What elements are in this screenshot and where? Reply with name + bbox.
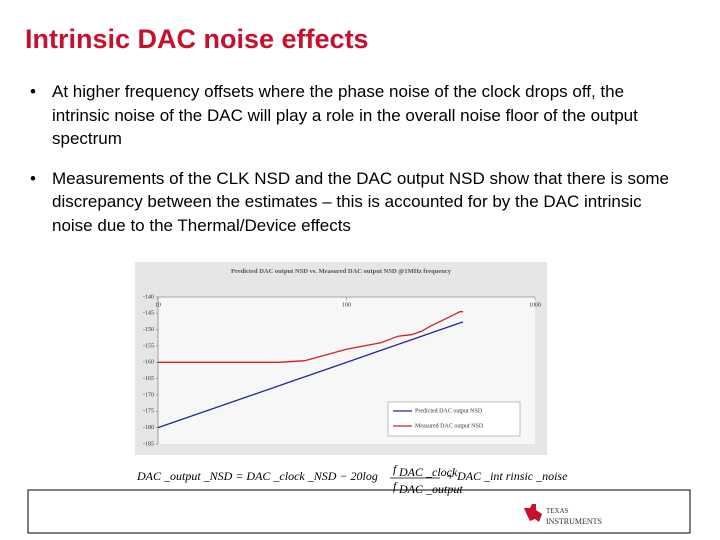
series-line [158,311,464,363]
bullet: Measurements of the CLK NSD and the DAC … [30,167,680,238]
x-tick-label: 1000 [529,302,541,308]
footer-box [27,489,691,534]
formula-text: DAC _output [398,482,463,496]
y-tick-label: -140 [143,294,154,300]
formula-text: f [393,479,398,493]
y-tick-label: -180 [143,425,154,431]
formula: DAC _output _NSD = DAC _clock _NSD − 20l… [136,462,568,496]
bullet-list: At higher frequency offsets where the ph… [30,80,680,253]
y-tick-label: -150 [143,327,154,333]
y-tick-label: -175 [143,409,154,415]
series-line [157,321,464,429]
formula-text: DAC _output _NSD = DAC _clock _NSD − 20l… [136,469,378,483]
y-tick-label: -185 [143,441,154,447]
legend [387,401,521,437]
logo-icon [524,504,542,522]
formula-text: DAC _clock [398,465,458,479]
y-tick-label: -165 [143,376,154,382]
chart-title: Predicted DAC output NSD vs. Measured DA… [231,268,452,275]
slide-title: Intrinsic DAC noise effects [25,24,369,54]
formula-text: + DAC _int rinsic _noise [446,469,568,483]
legend-label: Measured DAC output NSD [415,423,484,429]
formula-text: f [393,462,398,476]
y-tick-label: -160 [143,360,154,366]
bullet: At higher frequency offsets where the ph… [30,80,680,151]
y-tick-label: -155 [143,343,154,349]
y-tick-label: -145 [143,311,154,317]
legend-label: Predicted DAC output NSD [415,408,483,414]
x-tick-label: 100 [342,302,351,308]
logo-text: TEXAS [546,507,569,515]
y-tick-label: -170 [143,392,154,398]
logo-text: INSTRUMENTS [546,517,602,526]
